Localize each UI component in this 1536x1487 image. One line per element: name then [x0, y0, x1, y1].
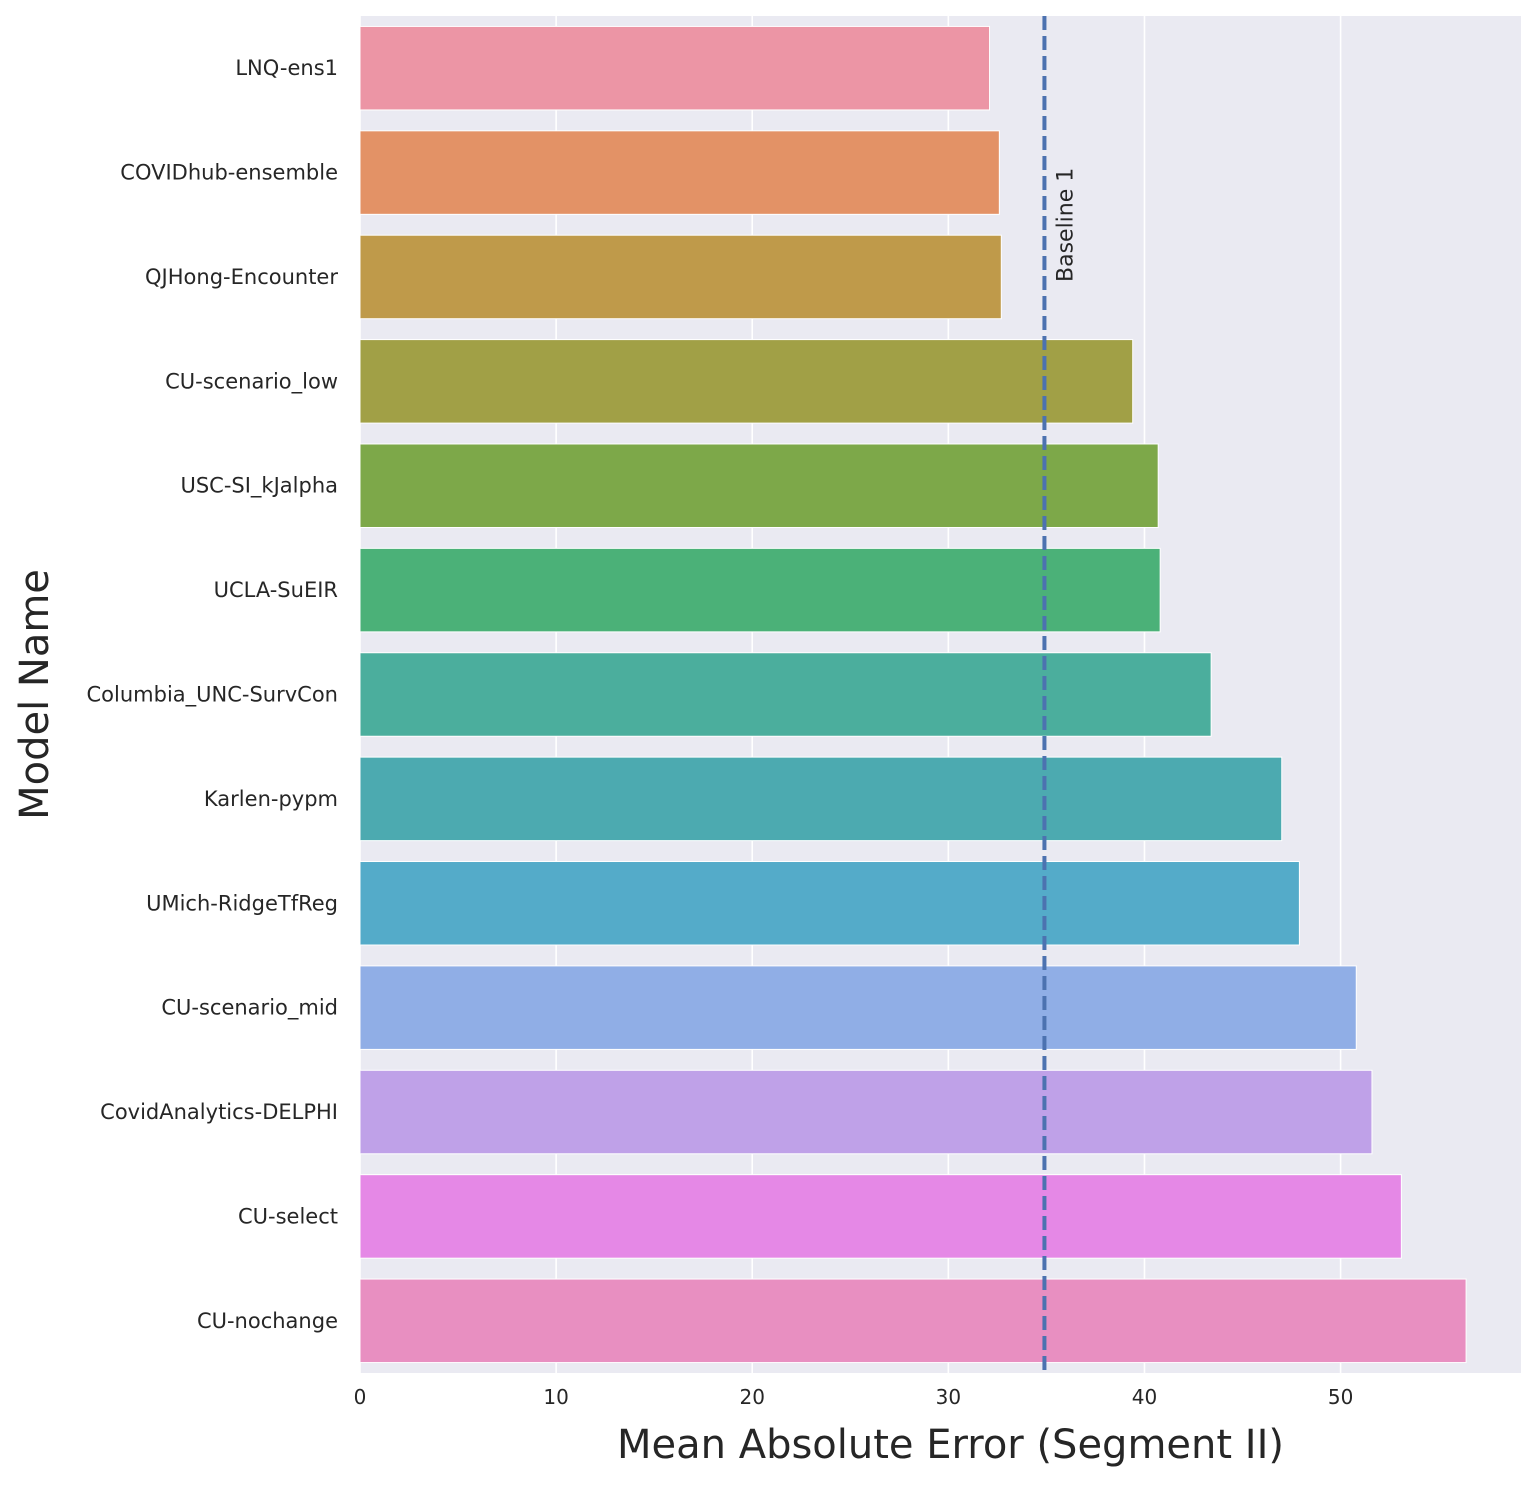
category-label: Columbia_UNC-SurvCon	[87, 683, 339, 708]
category-label: CU-scenario_low	[165, 369, 338, 394]
bar	[359, 234, 1002, 320]
x-tick-label: 40	[1132, 1385, 1157, 1409]
x-tick-label: 30	[936, 1385, 961, 1409]
category-label: UCLA-SuEIR	[214, 578, 338, 602]
bar	[359, 861, 1300, 946]
category-labels: LNQ-ens1 COVIDhub-ensemble QJHong-Encounte…	[87, 56, 339, 1333]
bar	[359, 1278, 1467, 1364]
bar	[359, 547, 1161, 633]
x-tick-label: 50	[1328, 1385, 1353, 1409]
bar	[359, 339, 1134, 424]
category-label: QJHong-Encounter	[145, 265, 338, 289]
bar	[359, 25, 991, 111]
bar	[359, 965, 1357, 1050]
category-label: Karlen-pypm	[204, 787, 338, 811]
bar	[359, 1174, 1402, 1259]
category-label: CU-nochange	[197, 1309, 338, 1333]
y-axis-title: Model Name	[12, 569, 58, 820]
bars	[359, 25, 1467, 1364]
bar	[359, 443, 1159, 528]
category-label: USC-SI_kJalpha	[180, 474, 338, 499]
x-tick-label: 20	[740, 1385, 765, 1409]
reference-line-group: Baseline 1	[1042, 16, 1078, 1373]
x-tick-labels: 0 10 20 30 40 50	[354, 1385, 1354, 1409]
category-label: CU-scenario_mid	[161, 996, 338, 1021]
baseline-label: Baseline 1	[1053, 168, 1078, 282]
bar	[359, 756, 1283, 842]
category-label: CovidAnalytics-DELPHI	[100, 1100, 338, 1124]
category-label: COVIDhub-ensemble	[120, 161, 338, 185]
bar	[359, 652, 1212, 737]
bar	[359, 130, 1000, 215]
x-tick-label: 10	[543, 1385, 568, 1409]
category-label: UMich-RidgeTfReg	[146, 891, 338, 915]
category-label: CU-select	[238, 1204, 338, 1228]
x-tick-label: 0	[354, 1385, 367, 1409]
x-axis-title: Mean Absolute Error (Segment II)	[617, 1422, 1284, 1468]
category-label: LNQ-ens1	[235, 56, 338, 80]
bar	[359, 1069, 1373, 1155]
